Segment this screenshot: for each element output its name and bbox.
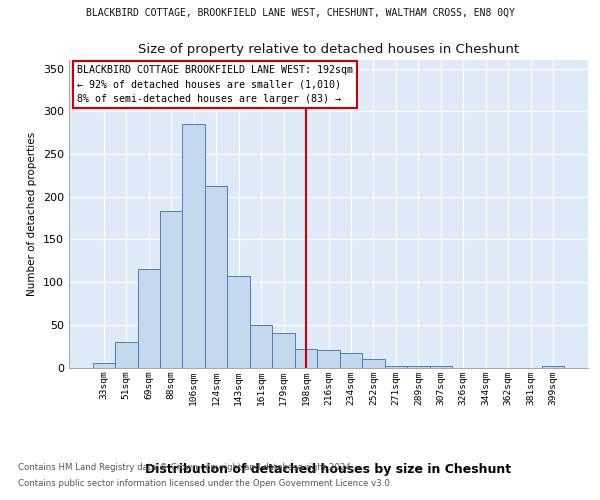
- Bar: [362, 359, 385, 368]
- Bar: [92, 363, 115, 368]
- Bar: [205, 186, 227, 368]
- Bar: [160, 211, 182, 368]
- Title: Size of property relative to detached houses in Cheshunt: Size of property relative to detached ho…: [138, 43, 519, 56]
- Bar: [385, 366, 407, 368]
- Text: Contains HM Land Registry data © Crown copyright and database right 2024.: Contains HM Land Registry data © Crown c…: [18, 464, 353, 472]
- Bar: [407, 366, 430, 368]
- Bar: [340, 353, 362, 368]
- Bar: [137, 270, 160, 368]
- Bar: [250, 325, 272, 368]
- Bar: [542, 366, 565, 368]
- Bar: [317, 350, 340, 368]
- X-axis label: Distribution of detached houses by size in Cheshunt: Distribution of detached houses by size …: [145, 463, 512, 476]
- Y-axis label: Number of detached properties: Number of detached properties: [28, 132, 37, 296]
- Bar: [272, 334, 295, 368]
- Bar: [227, 276, 250, 368]
- Text: BLACKBIRD COTTAGE, BROOKFIELD LANE WEST, CHESHUNT, WALTHAM CROSS, EN8 0QY: BLACKBIRD COTTAGE, BROOKFIELD LANE WEST,…: [86, 8, 514, 18]
- Bar: [430, 366, 452, 368]
- Bar: [182, 124, 205, 368]
- Bar: [115, 342, 137, 367]
- Text: Contains public sector information licensed under the Open Government Licence v3: Contains public sector information licen…: [18, 478, 392, 488]
- Bar: [295, 348, 317, 368]
- Text: BLACKBIRD COTTAGE BROOKFIELD LANE WEST: 192sqm
← 92% of detached houses are smal: BLACKBIRD COTTAGE BROOKFIELD LANE WEST: …: [77, 64, 353, 104]
